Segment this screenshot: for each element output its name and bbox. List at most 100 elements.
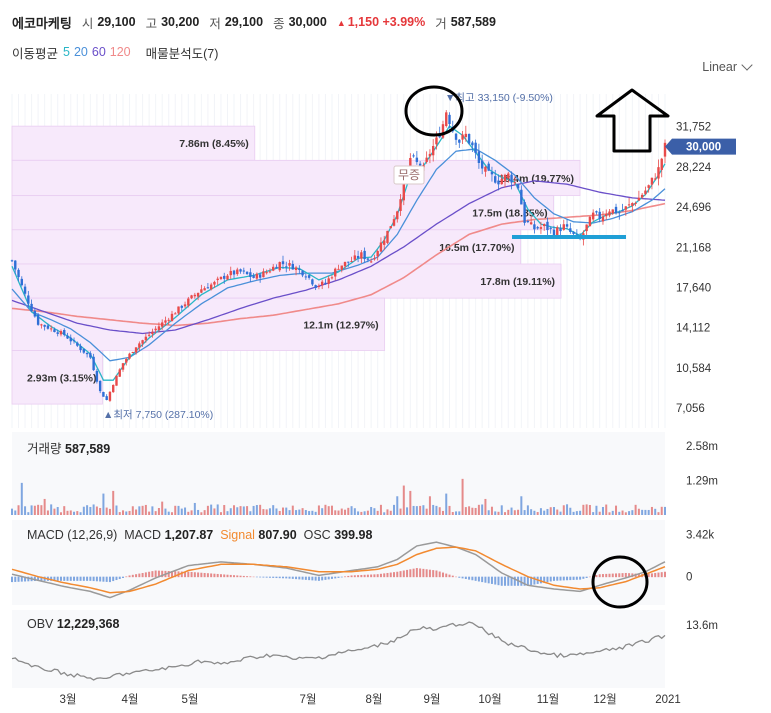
osc-bar — [389, 572, 392, 578]
osc-bar — [27, 576, 30, 582]
candle-body — [598, 211, 601, 219]
osc-bar — [334, 576, 337, 579]
candle-body — [556, 227, 559, 236]
osc-bar — [278, 576, 281, 579]
candle-body — [412, 155, 415, 157]
osc-bar — [445, 573, 448, 578]
osc-bar — [337, 576, 340, 578]
close-price: 30,000 — [288, 15, 327, 29]
candle-body — [63, 329, 66, 335]
candle-body — [102, 391, 105, 397]
candle-body — [458, 139, 461, 143]
volume-bar — [644, 509, 647, 515]
volume-profile-bar — [11, 195, 554, 231]
candle-body — [324, 282, 327, 284]
price-axis-tick: 14,112 — [676, 323, 710, 335]
osc-bar — [484, 576, 487, 583]
osc-bar — [350, 575, 353, 578]
osc-bar — [148, 571, 151, 578]
osc-bar — [135, 574, 138, 578]
candle-body — [249, 272, 252, 277]
osc-bar — [141, 572, 144, 578]
osc-bar — [507, 576, 510, 586]
candle-body — [595, 211, 598, 213]
volume-bar — [523, 510, 526, 515]
osc-bar — [118, 576, 121, 580]
volume-bar — [399, 508, 402, 515]
candle-body — [500, 179, 503, 185]
osc-bar — [366, 574, 369, 578]
volume-bar — [236, 507, 239, 515]
candle-body — [330, 277, 334, 279]
osc-bar — [595, 575, 598, 578]
ma-period-20[interactable]: 20 — [73, 45, 88, 59]
candle-body — [112, 384, 115, 393]
current-price-value: 30,000 — [686, 142, 721, 154]
osc-bar — [122, 576, 125, 578]
osc-bar — [108, 576, 111, 583]
osc-bar — [549, 576, 552, 582]
volume-bar — [608, 512, 611, 515]
osc-bar — [197, 572, 200, 578]
osc-bar — [347, 575, 350, 578]
osc-bar — [112, 576, 115, 582]
obv-panel-label: OBV 12,229,368 — [27, 617, 119, 631]
signal-value: 807.90 — [258, 528, 297, 542]
x-axis-tick: 3월 — [60, 693, 77, 706]
candle-body — [383, 240, 386, 245]
osc-bar — [262, 576, 265, 578]
volume-bar — [56, 507, 59, 515]
osc-bar — [455, 576, 458, 578]
scale-dropdown[interactable]: Linear — [702, 59, 753, 74]
ma-period-5[interactable]: 5 — [63, 45, 70, 59]
osc-bar — [494, 576, 497, 585]
price-axis-tick: 31,752 — [676, 122, 711, 134]
volume-bar — [259, 504, 262, 515]
osc-bar — [63, 576, 66, 581]
osc-bar — [539, 576, 542, 584]
volume-bar — [20, 482, 23, 515]
osc-bar — [184, 571, 187, 578]
price-axis-tick: 24,696 — [676, 202, 711, 214]
candle-body — [523, 201, 526, 223]
osc-bar — [647, 573, 650, 578]
candle-body — [193, 294, 197, 297]
osc-bar — [585, 576, 588, 578]
volume-bar — [517, 509, 520, 515]
candle-body — [317, 286, 321, 288]
candle-body — [49, 328, 53, 330]
osc-bar — [458, 576, 461, 578]
stock-header: 에코마케팅 시 29,100 고 30,200 저 29,100 종 30,00… — [12, 10, 506, 34]
volume-bar — [314, 511, 317, 515]
osc-bar — [562, 576, 565, 581]
x-axis-tick: 11월 — [537, 693, 560, 706]
volume-bar — [151, 506, 154, 515]
volume-bar — [647, 509, 650, 515]
ma-period-120[interactable]: 120 — [109, 45, 131, 59]
volume-bar — [281, 507, 284, 515]
candle-body — [226, 275, 229, 280]
candle-body — [76, 342, 79, 346]
candle-body — [128, 353, 131, 359]
signal-line — [11, 546, 666, 594]
osc-bar — [321, 576, 324, 581]
candle-body — [569, 228, 572, 232]
ma-period-60[interactable]: 60 — [91, 45, 106, 59]
volume-bar — [17, 505, 20, 515]
volume-bar — [618, 511, 621, 515]
osc-bar — [66, 576, 69, 581]
volume-bar — [539, 508, 542, 515]
volume-bar — [252, 505, 255, 515]
volume-bar — [174, 505, 177, 515]
x-axis-tick: 10월 — [478, 693, 501, 706]
volume-bar — [582, 504, 585, 515]
macd-panel-label: MACD (12,26,9) MACD 1,207.87 Signal 807.… — [27, 528, 372, 542]
ma-label[interactable]: 이동평균 — [12, 46, 59, 61]
candle-body — [640, 194, 644, 198]
volume-profile-label: 2.93m (3.15%) — [27, 372, 96, 384]
candle-body — [242, 270, 246, 272]
volume-bar — [112, 490, 115, 515]
volume-profile-label[interactable]: 매물분석도(7) — [145, 46, 219, 61]
volume-bar — [246, 506, 249, 515]
